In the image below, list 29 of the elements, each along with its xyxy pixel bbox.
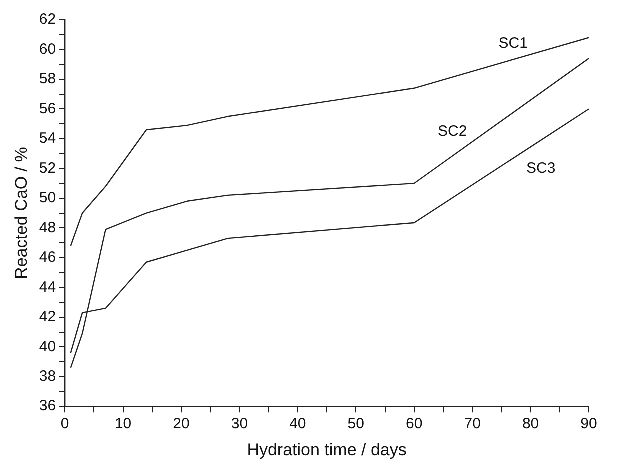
y-tick-label: 58 <box>39 70 56 88</box>
x-tick-label: 10 <box>114 416 132 433</box>
y-tick-label: 42 <box>39 308 56 326</box>
y-tick-label: 54 <box>39 130 56 148</box>
series-label: SC2 <box>438 123 468 140</box>
y-tick-label: 60 <box>39 40 56 58</box>
y-tick-label: 50 <box>39 190 56 207</box>
x-tick-label: 80 <box>522 416 540 433</box>
series-label: SC3 <box>526 160 556 177</box>
x-axis-title: Hydration time / days <box>247 440 407 460</box>
y-tick-label: 36 <box>39 398 56 415</box>
y-tick-label: 52 <box>39 160 56 177</box>
x-tick-label: 40 <box>290 416 306 433</box>
x-tick-label: 70 <box>464 416 481 433</box>
y-tick-label: 48 <box>39 219 56 236</box>
y-tick-label: 38 <box>39 368 56 385</box>
series-label: SC1 <box>498 34 528 52</box>
y-tick-label: 62 <box>39 11 56 28</box>
x-tick-label: 90 <box>580 416 598 433</box>
y-tick-label: 46 <box>39 249 56 266</box>
x-tick-label: 20 <box>173 416 190 433</box>
y-tick-label: 56 <box>39 100 56 118</box>
y-axis-title: Reacted CaO / % <box>12 147 31 280</box>
x-tick-label: 50 <box>348 416 364 433</box>
y-tick-label: 44 <box>39 278 56 296</box>
x-tick-label: 60 <box>406 416 423 433</box>
y-tick-label: 40 <box>39 338 56 356</box>
x-tick-label: 0 <box>60 416 70 433</box>
x-tick-label: 30 <box>231 416 248 433</box>
